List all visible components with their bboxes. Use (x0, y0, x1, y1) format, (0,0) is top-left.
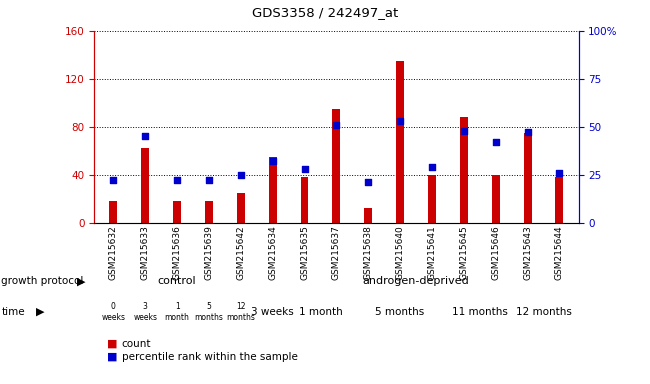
Text: count: count (122, 339, 151, 349)
Text: 5
months: 5 months (194, 302, 224, 322)
Point (267, 158, 278, 164)
Bar (396, 61, 404, 223)
Text: 0
weeks: 0 weeks (101, 302, 125, 322)
Point (523, 129, 533, 136)
Text: 3 weeks: 3 weeks (252, 307, 294, 317)
Bar (300, 177, 309, 223)
Text: GDS3358 / 242497_at: GDS3358 / 242497_at (252, 6, 398, 19)
Point (203, 177, 214, 184)
Point (140, 133, 150, 139)
Point (459, 127, 469, 134)
Bar (428, 175, 436, 223)
Point (554, 170, 565, 176)
Text: androgen-deprived: androgen-deprived (363, 276, 469, 286)
Text: control: control (158, 276, 196, 286)
Text: ■: ■ (107, 352, 118, 362)
Bar (268, 157, 277, 223)
Text: ▶: ▶ (77, 276, 85, 286)
Text: growth protocol: growth protocol (1, 276, 84, 286)
Point (363, 179, 374, 185)
Bar (364, 208, 372, 223)
Text: 1 month: 1 month (298, 307, 343, 317)
Point (331, 122, 342, 128)
Text: 12
months: 12 months (226, 302, 255, 322)
Bar (555, 177, 564, 223)
Point (172, 177, 182, 184)
Bar (205, 201, 213, 223)
Point (108, 177, 118, 184)
Bar (237, 193, 245, 223)
Point (491, 139, 501, 145)
Text: 12 months: 12 months (515, 307, 571, 317)
Bar (141, 148, 150, 223)
Text: 11 months: 11 months (452, 307, 508, 317)
Point (395, 118, 406, 124)
Text: time: time (1, 307, 25, 317)
Text: 1
month: 1 month (164, 302, 190, 322)
Text: percentile rank within the sample: percentile rank within the sample (122, 352, 298, 362)
Text: ▶: ▶ (36, 307, 44, 317)
Bar (523, 133, 532, 223)
Bar (491, 175, 500, 223)
Bar (332, 109, 341, 223)
Bar (173, 201, 181, 223)
Text: 5 months: 5 months (376, 307, 424, 317)
Point (427, 164, 437, 170)
Text: 3
weeks: 3 weeks (133, 302, 157, 322)
Text: ■: ■ (107, 339, 118, 349)
Point (299, 166, 309, 172)
Bar (460, 117, 468, 223)
Point (235, 172, 246, 178)
Bar (109, 201, 118, 223)
